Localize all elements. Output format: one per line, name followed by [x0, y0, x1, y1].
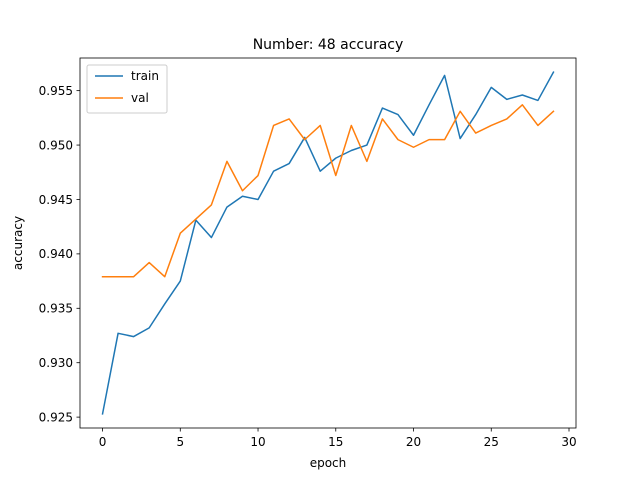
- y-axis-ticks: 0.925 0.930 0.935 0.940 0.945 0.950 0.955: [39, 84, 80, 424]
- chart-title: Number: 48 accuracy: [253, 37, 404, 53]
- y-tick-label: 0.940: [39, 247, 73, 261]
- x-tick-label: 25: [484, 435, 499, 449]
- series-line-train: [101, 71, 555, 415]
- x-tick-label: 10: [250, 435, 265, 449]
- y-tick-label: 0.955: [39, 84, 73, 98]
- legend: train val: [86, 64, 168, 114]
- plot-area: [80, 58, 576, 428]
- x-tick-label: 0: [99, 435, 107, 449]
- series-layer: [101, 71, 555, 415]
- y-tick-label: 0.950: [39, 138, 73, 152]
- y-tick-label: 0.930: [39, 356, 73, 370]
- y-axis-label: accuracy: [11, 216, 25, 270]
- x-tick-label: 30: [561, 435, 576, 449]
- legend-label-train: train: [131, 69, 159, 83]
- x-tick-label: 5: [176, 435, 184, 449]
- plot-frame: [79, 57, 577, 429]
- x-tick-label: 15: [328, 435, 343, 449]
- y-tick-label: 0.935: [39, 302, 73, 316]
- y-tick-label: 0.925: [39, 410, 73, 424]
- x-axis-ticks: 0 5 10 15 20 25 30: [99, 428, 577, 449]
- legend-label-val: val: [131, 91, 149, 105]
- x-axis-label: epoch: [310, 456, 347, 470]
- x-tick-label: 20: [406, 435, 421, 449]
- y-tick-label: 0.945: [39, 193, 73, 207]
- legend-frame: [86, 64, 168, 114]
- series-line-val: [101, 104, 555, 278]
